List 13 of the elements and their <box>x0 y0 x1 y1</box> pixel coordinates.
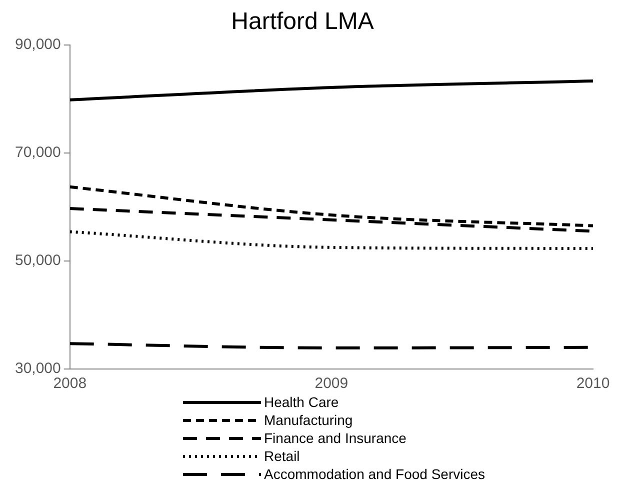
legend-label: Manufacturing <box>264 412 353 428</box>
legend-label: Health Care <box>264 394 339 410</box>
y-tick-label: 70,000 <box>14 144 61 162</box>
y-tick-label: 90,000 <box>14 36 61 53</box>
x-tick-label: 2009 <box>314 375 348 392</box>
x-tick-label: 2010 <box>576 375 610 392</box>
chart-title: Hartford LMA <box>231 8 374 36</box>
legend-label: Retail <box>264 448 300 464</box>
y-tick-label: 30,000 <box>14 360 61 378</box>
x-tick-label: 2008 <box>53 375 87 392</box>
legend-label: Finance and Insurance <box>264 430 406 446</box>
legend-label: Accommodation and Food Services <box>264 466 485 482</box>
y-tick-label: 50,000 <box>14 252 61 270</box>
